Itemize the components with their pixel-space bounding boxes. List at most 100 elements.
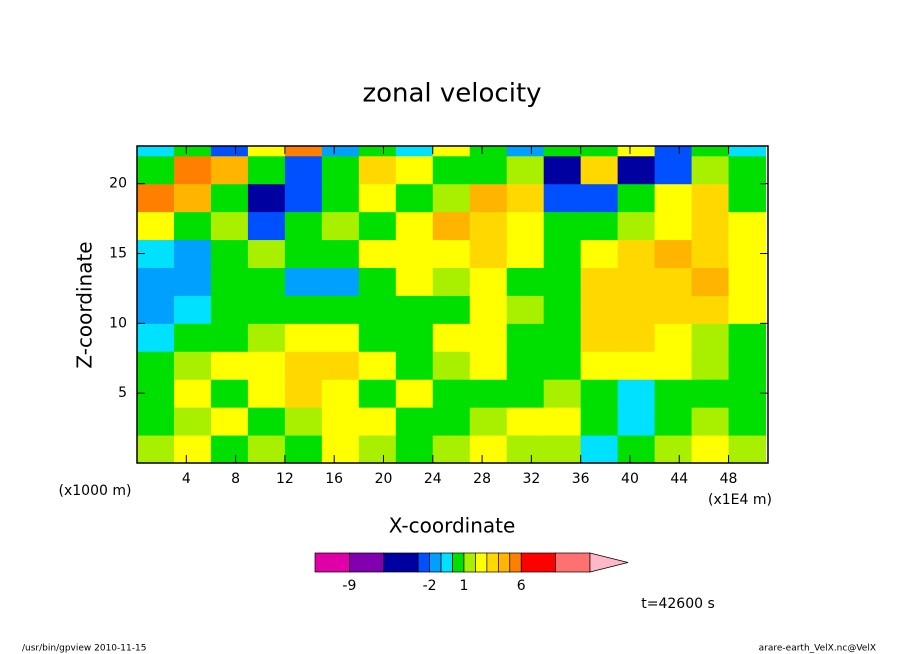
field-cell <box>210 183 249 213</box>
field-cell <box>543 211 582 241</box>
colorbar-label: 6 <box>517 578 526 594</box>
field-cell <box>173 379 212 408</box>
field-cell <box>395 379 434 408</box>
field-cell <box>395 435 434 463</box>
field-cell <box>728 146 767 157</box>
field-cell <box>247 379 286 408</box>
field-cell <box>358 211 397 241</box>
field-cell <box>469 295 508 324</box>
x-tick-label: 32 <box>522 471 540 487</box>
colorbar-label: 1 <box>459 578 468 594</box>
field-cell <box>395 351 434 380</box>
field-cell <box>395 155 434 185</box>
field-cell <box>617 407 656 436</box>
field-cell <box>137 351 175 380</box>
x-unit: (x1E4 m) <box>708 492 772 508</box>
field-cell <box>728 155 767 185</box>
field-cell <box>358 183 397 213</box>
field-cell <box>691 239 730 268</box>
colorbar-box <box>314 552 350 573</box>
field-cell <box>617 351 656 380</box>
field-cell <box>395 239 434 268</box>
field-cell <box>247 146 286 157</box>
field-cell <box>543 351 582 380</box>
field-cell <box>469 323 508 352</box>
field-cell <box>728 323 767 352</box>
field-cell <box>580 183 619 213</box>
field-cell <box>691 379 730 408</box>
field-cell <box>358 407 397 436</box>
field-cell <box>654 267 693 296</box>
field-cell <box>284 239 323 268</box>
x-tick-label: 20 <box>375 471 393 487</box>
field-cell <box>395 407 434 436</box>
field-cell <box>580 267 619 296</box>
field-cell <box>617 267 656 296</box>
field-cell <box>580 295 619 324</box>
field-cell <box>432 407 471 436</box>
field-cell <box>137 323 175 352</box>
field-cell <box>654 155 693 185</box>
colorbar-box <box>452 552 465 573</box>
field-cell <box>506 155 545 185</box>
time-label: t=42600 s <box>641 596 715 612</box>
field-cell <box>173 295 212 324</box>
field-cell <box>247 435 286 463</box>
y-axis-title: Z-coordinate <box>73 241 97 368</box>
field-cell <box>654 407 693 436</box>
field-cell <box>506 435 545 463</box>
colorbar-box <box>463 552 476 573</box>
field-cell <box>543 435 582 463</box>
field-cell <box>210 323 249 352</box>
field-cell <box>432 211 471 241</box>
x-tick-label: 8 <box>231 471 240 487</box>
chart-title: zonal velocity <box>362 79 541 109</box>
x-tick-label: 36 <box>572 471 590 487</box>
field-cell <box>654 323 693 352</box>
field-cell <box>654 211 693 241</box>
field-cell <box>432 239 471 268</box>
field-cell <box>137 407 175 436</box>
x-axis-title: X-coordinate <box>389 514 516 538</box>
field-cell <box>691 435 730 463</box>
field-cell <box>395 267 434 296</box>
field-cell <box>728 407 767 436</box>
plot-frame <box>136 145 769 464</box>
field-cell <box>432 435 471 463</box>
colorbar-box <box>349 552 385 573</box>
field-cell <box>247 239 286 268</box>
field-cell <box>691 155 730 185</box>
field-cell <box>321 146 360 157</box>
field-cell <box>654 183 693 213</box>
field-cell <box>137 435 175 463</box>
field-cell <box>432 183 471 213</box>
field-cell <box>432 155 471 185</box>
field-cell <box>173 183 212 213</box>
colorbar-box <box>486 552 499 573</box>
field-cell <box>395 183 434 213</box>
x-tick-label: 12 <box>276 471 294 487</box>
x-tick-label: 40 <box>621 471 639 487</box>
field-cell <box>617 155 656 185</box>
field-cell <box>210 155 249 185</box>
field-cell <box>728 183 767 213</box>
field-cell <box>247 211 286 241</box>
field-cell <box>358 351 397 380</box>
field-cell <box>617 323 656 352</box>
field-cell <box>580 407 619 436</box>
field-cell <box>691 211 730 241</box>
field-cell <box>395 211 434 241</box>
field-cell <box>728 295 767 324</box>
field-cell <box>137 267 175 296</box>
field-cell <box>210 407 249 436</box>
contour-field <box>137 146 767 463</box>
field-cell <box>691 267 730 296</box>
field-cell <box>506 379 545 408</box>
field-cell <box>284 407 323 436</box>
field-cell <box>543 323 582 352</box>
field-cell <box>210 267 249 296</box>
field-cell <box>506 146 545 157</box>
field-cell <box>728 267 767 296</box>
colorbar-label: -9 <box>342 578 356 594</box>
